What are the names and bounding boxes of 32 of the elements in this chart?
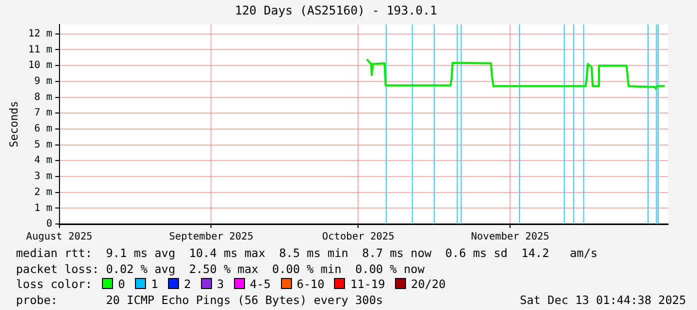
y-tick-label: 1 m bbox=[34, 202, 52, 214]
x-tick-label: November 2025 bbox=[471, 232, 550, 243]
y-tick-label: 9 m bbox=[34, 76, 52, 88]
y-tick-label: 5 m bbox=[34, 139, 52, 150]
x-tick-label: August 2025 bbox=[26, 232, 92, 243]
y-tick-label: 7 m bbox=[34, 108, 52, 119]
text: 4-5 bbox=[250, 277, 271, 291]
x-tick-label: September 2025 bbox=[169, 232, 254, 243]
x-tick-label: October 2025 bbox=[322, 232, 394, 243]
text: packet loss: 0.02 % avg 2.50 % max 0.00 % min 0.00 % now bbox=[16, 262, 424, 276]
y-tick-label: 10 m bbox=[28, 60, 52, 72]
text: 11-19 bbox=[350, 277, 386, 291]
text: Sat Dec 13 01:44:38 2025 bbox=[520, 292, 686, 308]
y-tick-label: 4 m bbox=[34, 155, 52, 166]
y-tick-label: 11 m bbox=[28, 44, 52, 56]
y-tick-label: 6 m bbox=[34, 124, 52, 135]
y-tick-label: 3 m bbox=[34, 171, 52, 182]
text: 1 bbox=[151, 277, 158, 291]
y-tick-label: 8 m bbox=[34, 92, 52, 103]
y-tick-label: 12 m bbox=[28, 28, 52, 40]
text: 0 bbox=[118, 277, 126, 291]
text: 2 bbox=[184, 277, 191, 291]
text: loss color: bbox=[16, 277, 92, 291]
text: median rtt: 9.1 ms avg 10.4 ms max 8.5 ms min 8.7 ms now 0.6 ms sd 14.2 am/s bbox=[16, 246, 598, 260]
text: 6-10 bbox=[296, 277, 324, 291]
text: probe: 20 ICMP Echo Pings (56 Bytes) every 300s bbox=[16, 292, 383, 306]
text: 20/20 bbox=[411, 277, 446, 291]
y-tick-label: 0 bbox=[46, 218, 52, 230]
chart-title: 120 Days (AS25160) - 193.0.1 bbox=[234, 3, 438, 18]
y-tick-label: 2 m bbox=[34, 186, 52, 198]
y-axis-title: Seconds bbox=[7, 101, 20, 148]
text: 3 bbox=[216, 277, 224, 291]
